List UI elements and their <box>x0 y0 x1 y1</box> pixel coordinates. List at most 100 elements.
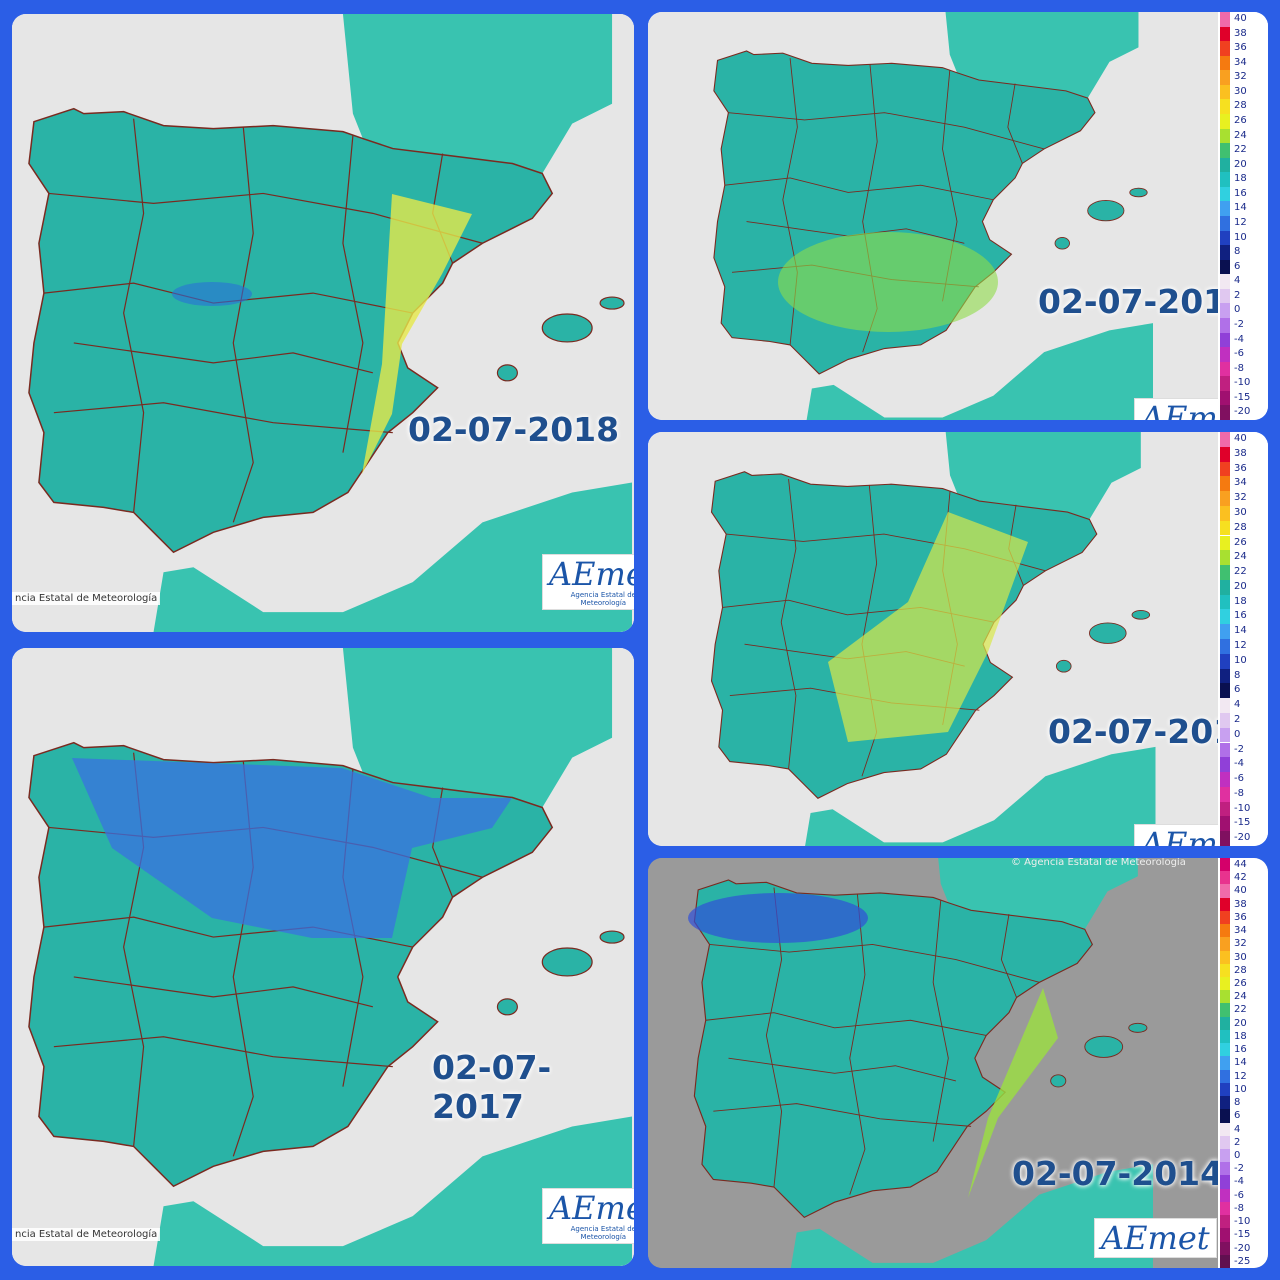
legend-swatch <box>1220 683 1230 699</box>
cold-area <box>72 758 512 938</box>
legend-item: 12 <box>1218 639 1268 654</box>
legend-swatch <box>1220 476 1230 492</box>
legend-swatch <box>1220 245 1230 260</box>
warm-area <box>362 194 472 474</box>
legend-swatch <box>1220 1082 1230 1097</box>
legend-swatch <box>1220 361 1230 377</box>
legend-swatch <box>1220 1043 1230 1057</box>
logo-text: AEmet <box>549 555 634 593</box>
legend-label: 32 <box>1234 71 1247 83</box>
date: 02-07-2014 <box>1012 1154 1224 1193</box>
panel-2016: 02-07-2016 AEme 40 38 36 34 32 30 28 26 24 22 20 18… <box>648 12 1268 420</box>
legend-swatch <box>1220 1215 1230 1229</box>
legend-swatch <box>1220 55 1230 71</box>
legend-item: 26 <box>1218 977 1268 991</box>
legend-item: 10 <box>1218 230 1268 246</box>
legend-label: 14 <box>1234 202 1247 214</box>
credit: ncia Estatal de Meteorología <box>12 592 161 605</box>
warm-area <box>778 232 998 332</box>
logo-sub: Agencia Estatal de Meteorología <box>570 1225 634 1241</box>
legend-label: 14 <box>1234 625 1247 637</box>
legend-label: 0 <box>1234 304 1241 316</box>
map <box>12 14 634 632</box>
legend-item: -2 <box>1218 318 1268 333</box>
legend-swatch <box>1220 950 1230 964</box>
legend-label: 16 <box>1234 187 1247 199</box>
legend-swatch <box>1220 230 1230 246</box>
legend-label: -25 <box>1234 1255 1251 1267</box>
legend-swatch <box>1220 624 1230 639</box>
legend-label: 10 <box>1234 1083 1247 1095</box>
legend-label: 30 <box>1234 951 1247 963</box>
legend-item: 38 <box>1218 897 1268 911</box>
legend-label: -20 <box>1234 832 1251 844</box>
legend-item: 26 <box>1218 114 1268 129</box>
legend-label: 14 <box>1234 1057 1247 1069</box>
legend-swatch <box>1220 1016 1230 1030</box>
legend-swatch <box>1220 376 1230 391</box>
legend-label: -20 <box>1234 1242 1251 1254</box>
legend-label: 44 <box>1234 859 1247 870</box>
legend-label: 6 <box>1234 260 1241 272</box>
legend-item: 24 <box>1218 128 1268 144</box>
cold-area <box>688 893 868 943</box>
legend-label: -10 <box>1234 377 1251 389</box>
warm-area <box>828 512 1028 742</box>
legend-label: 18 <box>1234 595 1247 607</box>
legend-label: 4 <box>1234 275 1241 287</box>
legend-swatch <box>1220 216 1230 231</box>
legend: 40 38 36 34 32 30 28 26 24 22 20 18 16 14 12 10 8 6 4 2 0 -2-… <box>1218 12 1268 420</box>
legend-swatch <box>1220 1201 1230 1216</box>
logo: AEme <box>1134 398 1244 420</box>
legend-item: -10 <box>1218 801 1268 817</box>
legend-label: 30 <box>1234 85 1247 97</box>
legend-label: 24 <box>1234 129 1247 141</box>
legend-item: -10 <box>1218 376 1268 391</box>
legend: 44 42 40 38 36 34 32 30 28 26 24 22 20 18 16 14 12 10 8 6 4 2… <box>1218 858 1268 1268</box>
legend-label: -2 <box>1234 1163 1244 1175</box>
legend-label: -8 <box>1234 362 1244 374</box>
legend-swatch <box>1220 1069 1230 1083</box>
legend-label: 36 <box>1234 42 1247 54</box>
legend-label: 8 <box>1234 669 1241 681</box>
legend-swatch <box>1220 461 1230 477</box>
legend-swatch <box>1220 712 1230 728</box>
legend-swatch <box>1220 1228 1230 1242</box>
date: 02-07-2017 <box>432 1048 552 1126</box>
legend-item: -10 <box>1218 1215 1268 1229</box>
legend-label: 38 <box>1234 447 1247 459</box>
legend-item: 36 <box>1218 910 1268 925</box>
legend-swatch <box>1220 520 1230 536</box>
legend-label: 34 <box>1234 925 1247 937</box>
legend-item: -2 <box>1218 1162 1268 1176</box>
map <box>648 858 1218 1268</box>
legend-item: 6 <box>1218 683 1268 699</box>
legend-swatch <box>1220 390 1230 406</box>
legend-item: 10 <box>1218 1082 1268 1097</box>
legend-label: 36 <box>1234 911 1247 923</box>
legend-swatch <box>1220 742 1230 758</box>
legend-item: 12 <box>1218 1069 1268 1083</box>
legend-item: 4 <box>1218 1122 1268 1136</box>
legend-swatch <box>1220 897 1230 911</box>
legend-swatch <box>1220 757 1230 773</box>
legend-item: 20 <box>1218 1016 1268 1030</box>
legend-label: -20 <box>1234 406 1251 418</box>
logo: AEmetAgencia Estatal de Meteorología <box>542 1188 634 1244</box>
legend-item: 8 <box>1218 668 1268 684</box>
legend-swatch <box>1220 1162 1230 1176</box>
legend-item: 4 <box>1218 274 1268 289</box>
legend-label: -8 <box>1234 1202 1244 1214</box>
legend-swatch <box>1220 1029 1230 1044</box>
legend-label: 12 <box>1234 1070 1247 1082</box>
legend-label: 16 <box>1234 1044 1247 1056</box>
legend-item: 6 <box>1218 259 1268 275</box>
legend-swatch <box>1220 26 1230 42</box>
legend-item: 30 <box>1218 505 1268 521</box>
legend-swatch <box>1220 1135 1230 1149</box>
legend-label: 10 <box>1234 231 1247 243</box>
legend-item: 34 <box>1218 924 1268 938</box>
legend-item: -8 <box>1218 361 1268 377</box>
legend-swatch <box>1220 990 1230 1004</box>
legend-label: 24 <box>1234 551 1247 563</box>
